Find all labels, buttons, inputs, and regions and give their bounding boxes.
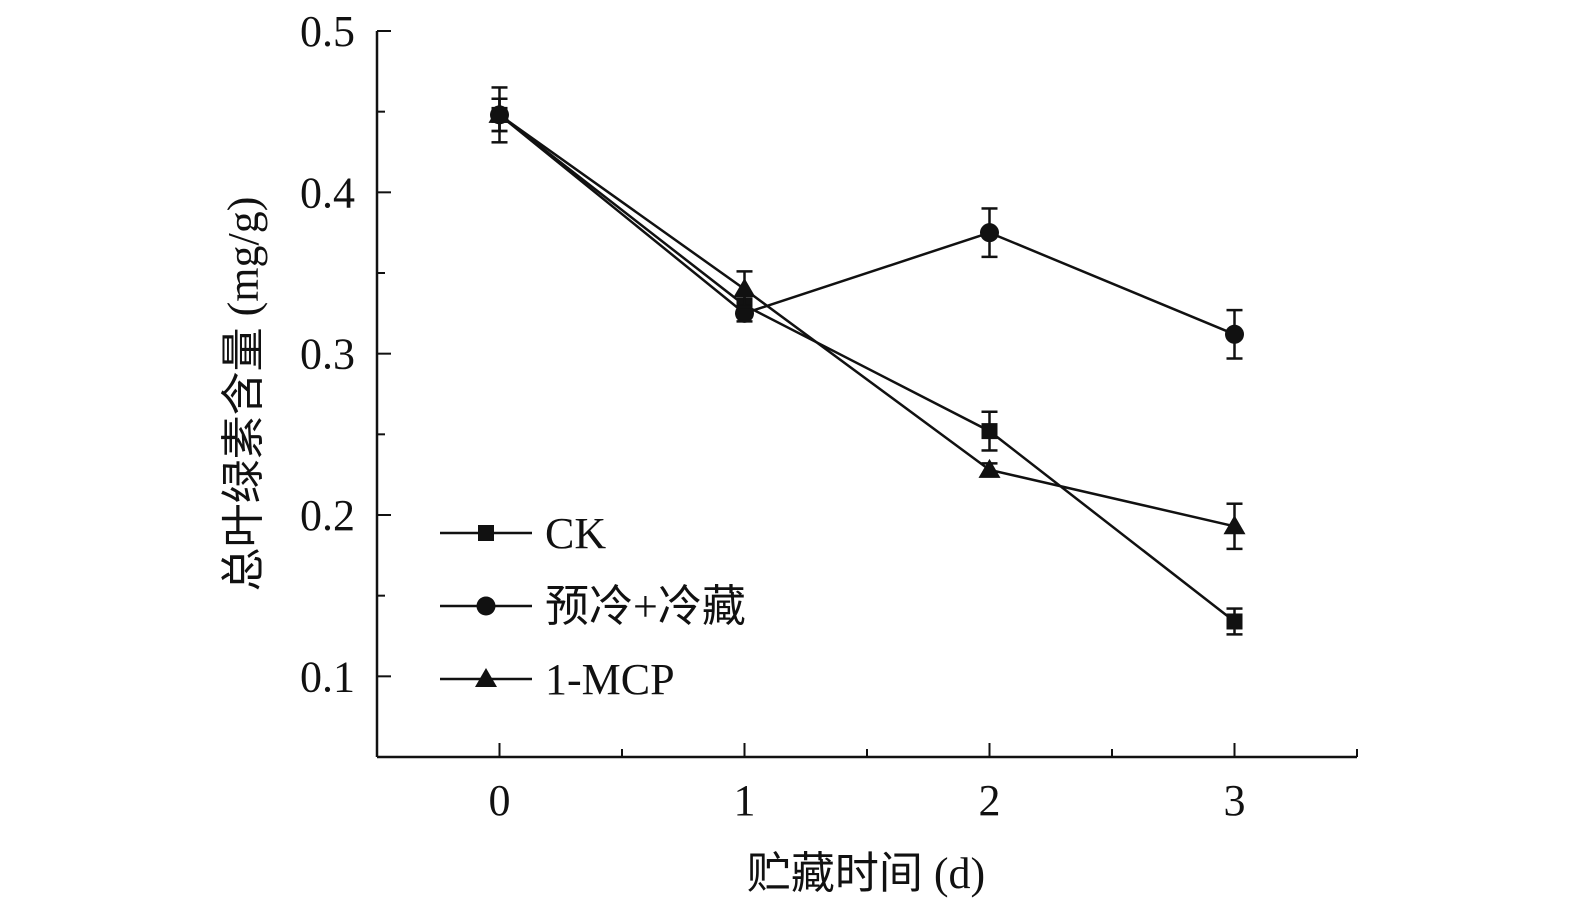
- legend-item: CK: [440, 509, 606, 558]
- series-group: [488, 86, 1246, 636]
- circle-marker: [735, 303, 754, 323]
- circle-marker: [1225, 324, 1244, 344]
- series-line: [498, 113, 1235, 336]
- triangle-marker: [488, 103, 511, 123]
- x-tick-label: 2: [979, 776, 1001, 825]
- x-tick-label: 3: [1224, 776, 1246, 825]
- square-marker: [1226, 613, 1243, 630]
- triangle-marker: [1223, 515, 1246, 535]
- x-tick-label: 1: [734, 776, 756, 825]
- series-line: [498, 113, 1236, 623]
- circle-marker: [980, 223, 999, 243]
- y-tick-label: 0.3: [300, 330, 355, 379]
- triangle-marker: [475, 668, 497, 687]
- series-line: [498, 113, 1235, 528]
- legend: CK 预冷+冷藏 1-MCP: [440, 509, 746, 704]
- triangle-marker: [733, 278, 756, 298]
- legend-label: CK: [545, 509, 606, 558]
- series-circle: [490, 86, 1244, 360]
- y-tick-label: 0.2: [300, 491, 355, 540]
- x-tick-label: 0: [489, 776, 511, 825]
- legend-label: 1-MCP: [545, 655, 675, 704]
- legend-item: 1-MCP: [440, 655, 675, 704]
- x-axis-label: 贮藏时间 (d): [747, 849, 985, 898]
- series-triangle: [488, 97, 1246, 551]
- y-tick-label: 0.1: [300, 652, 355, 701]
- legend-label: 预冷+冷藏: [545, 582, 746, 631]
- circle-marker: [476, 596, 496, 616]
- y-tick-label: 0.4: [300, 168, 355, 217]
- square-marker: [981, 423, 998, 440]
- y-tick-label: 0.5: [300, 7, 355, 56]
- axes: 0.1 0.2 0.3 0.4 0.5 0 1 2 3: [300, 7, 1358, 825]
- triangle-marker: [978, 458, 1001, 478]
- y-axis-label: 总叶绿素含量 (mg/g): [219, 197, 268, 592]
- square-marker: [478, 525, 494, 541]
- legend-item: 预冷+冷藏: [440, 582, 746, 631]
